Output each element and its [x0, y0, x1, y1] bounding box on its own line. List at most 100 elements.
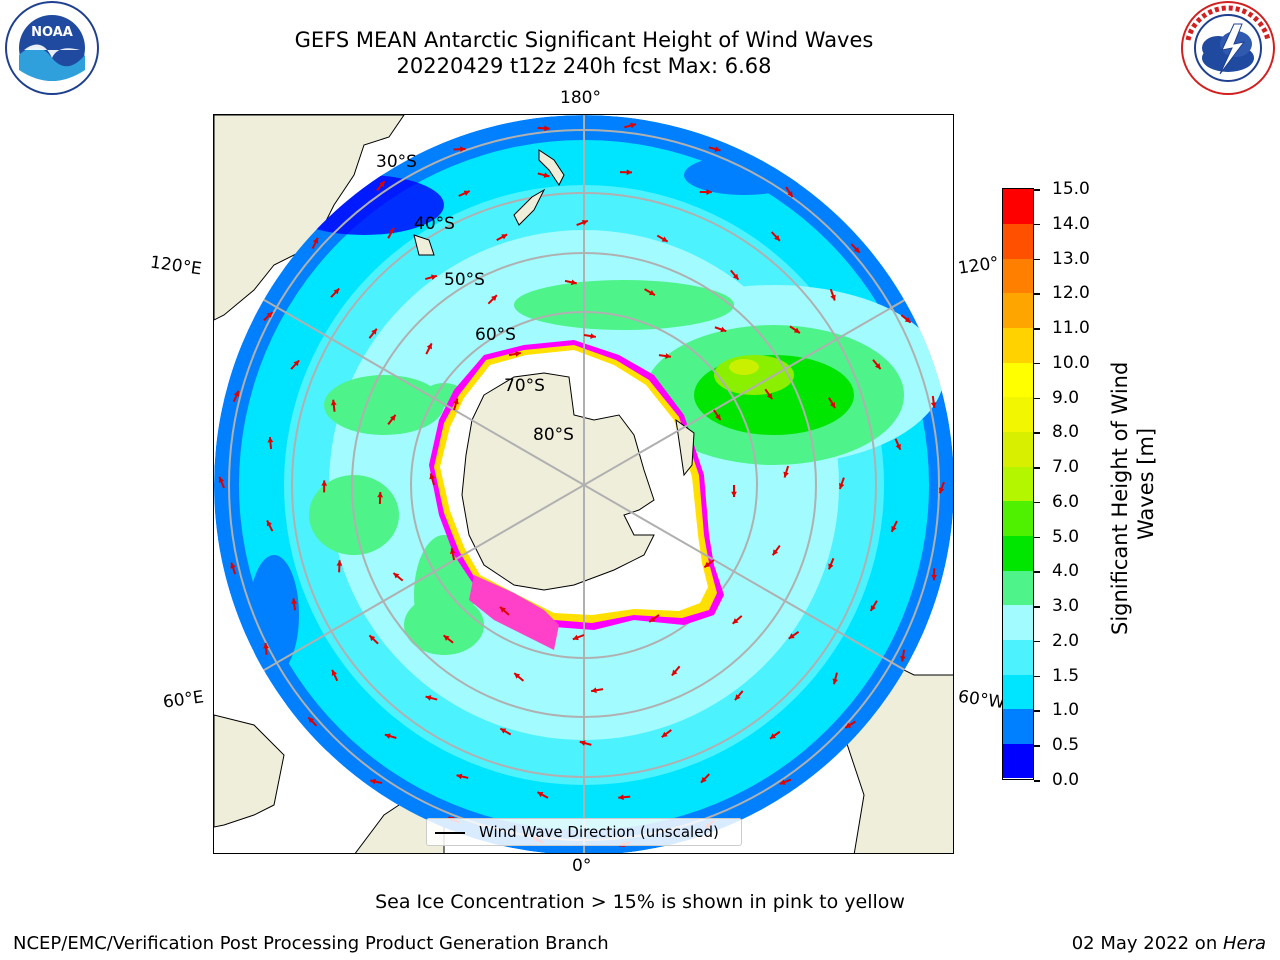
sea-ice-note: Sea Ice Concentration > 15% is shown in … — [375, 891, 905, 913]
lat-label-60s: 60°S — [475, 325, 516, 345]
polar-stereographic-map — [214, 115, 953, 853]
footer-right: 02 May 2022 on Hera — [1072, 933, 1266, 954]
nws-logo — [1178, 0, 1278, 100]
colorbar-band — [1003, 396, 1033, 433]
lon-label-120e: 120°E — [148, 252, 203, 280]
colorbar-band — [1003, 189, 1033, 225]
colorbar-title: Significant Height of Wind Waves [m] — [1105, 330, 1158, 640]
wind-wave-arrowhead — [661, 731, 668, 738]
svg-text:Significant Height of Wind: Significant Height of Wind — [1108, 362, 1132, 635]
wind-wave-arrowhead — [333, 288, 340, 295]
colorbar-tick-label: 5.0 — [1052, 526, 1080, 547]
colorbar-band — [1003, 466, 1033, 502]
colorbar-tick — [1034, 780, 1040, 782]
colorbar-tick-label: 8.0 — [1052, 422, 1080, 443]
wind-wave-arrowhead — [491, 295, 497, 301]
colorbar-tick-label: 0.0 — [1052, 770, 1080, 790]
lat-label-70s: 70°S — [504, 376, 545, 396]
wind-wave-arrowhead — [443, 635, 450, 641]
colorbar-tick-label: 14.0 — [1052, 213, 1090, 234]
lon-label-60e: 60°E — [161, 687, 206, 713]
wind-wave-arrowhead — [426, 343, 432, 350]
wind-wave-arrowhead — [384, 733, 391, 739]
wind-wave-arrowhead — [900, 655, 906, 662]
wind-wave-arrowhead — [456, 773, 463, 780]
wind-wave-arrowhead — [291, 598, 298, 604]
footer-left: NCEP/EMC/Verification Post Processing Pr… — [13, 933, 609, 954]
lat-label-40s: 40°S — [414, 214, 455, 234]
wind-wave-arrowhead — [830, 294, 836, 301]
wind-wave-arrowhead — [649, 616, 656, 622]
colorbar-band — [1003, 535, 1033, 571]
colorbar-tick-label: 3.0 — [1052, 596, 1080, 617]
wind-wave-arrowhead — [665, 353, 671, 359]
map-legend: Wind Wave Direction (unscaled) — [426, 818, 742, 846]
map-title-line2: 20220429 t12z 240h fcst Max: 6.68 — [396, 54, 772, 78]
lon-label-60w: 60°W — [956, 686, 1007, 714]
wind-wave-arrowhead — [370, 778, 376, 785]
wind-wave-arrowhead — [904, 317, 911, 323]
colorbar-tick-label: 13.0 — [1052, 248, 1090, 269]
wind-wave-arrowhead — [388, 227, 395, 234]
wind-wave-arrowhead — [832, 678, 839, 685]
wind-wave-arrowhead — [218, 476, 225, 483]
lon-label-180: 180° — [560, 88, 601, 108]
colorbar-band — [1003, 639, 1033, 675]
wind-wave-arrowhead — [706, 189, 712, 195]
colorbar-tick — [1034, 536, 1040, 539]
colorbar-band — [1003, 258, 1033, 294]
wind-wave-arrowhead — [537, 792, 544, 798]
colorbar-band — [1003, 743, 1033, 779]
svg-text:Waves [m]: Waves [m] — [1134, 428, 1157, 540]
wind-wave-arrowhead — [233, 390, 240, 397]
wind-wave-arrowhead — [266, 520, 273, 527]
wind-wave-arrowhead — [230, 562, 236, 569]
wind-wave-arrowhead — [875, 363, 881, 370]
colorbar-tick — [1034, 397, 1040, 400]
wind-wave-arrowhead — [321, 480, 328, 486]
wind-wave-arrows — [218, 122, 945, 848]
wind-wave-arrowhead — [671, 669, 678, 676]
wind-wave-arrowhead — [648, 290, 655, 296]
wind-wave-arrowhead — [591, 687, 597, 694]
wind-wave-arrowhead — [783, 471, 789, 478]
wind-wave-arrowhead — [543, 172, 550, 178]
noaa-logo: NOAA — [2, 0, 102, 100]
wind-wave-arrowhead — [891, 525, 897, 532]
colorbar-tick — [1034, 362, 1040, 365]
wind-wave-arrowhead — [267, 437, 274, 443]
wind-wave-arrowhead — [772, 549, 779, 556]
colorbar-tick — [1034, 432, 1040, 434]
wind-wave-arrowhead — [389, 414, 396, 421]
wind-wave-arrowhead — [731, 491, 737, 497]
wind-wave-arrowhead — [774, 234, 780, 241]
colorbar-band — [1003, 223, 1033, 259]
lat-label-80s: 80°S — [533, 425, 574, 445]
colorbar-tick-label: 11.0 — [1052, 318, 1090, 339]
colorbar-tick — [1034, 501, 1040, 504]
colorbar-tick-label: 4.0 — [1052, 561, 1080, 582]
wind-wave-arrowhead — [715, 414, 721, 421]
lat-label-30s: 30°S — [376, 152, 417, 172]
wind-wave-arrowhead — [463, 190, 470, 196]
footer-host: Hera — [1222, 933, 1266, 954]
colorbar-tick — [1034, 258, 1040, 261]
colorbar-tick-label: 6.0 — [1052, 491, 1080, 512]
colorbar-tick — [1034, 328, 1040, 330]
wind-wave-arrowhead — [499, 606, 506, 613]
colorbar-band — [1003, 431, 1033, 467]
lat-label-50s: 50°S — [444, 270, 485, 290]
wind-wave-arrowhead — [571, 279, 577, 286]
wind-wave-arrowhead — [853, 247, 860, 253]
wind-wave-arrowhead — [579, 740, 586, 746]
wind-wave-arrowhead — [829, 401, 836, 408]
lon-label-120w: 120° — [956, 253, 1001, 279]
wind-wave-arrowhead — [377, 491, 384, 498]
wind-wave-arrowhead — [870, 605, 876, 612]
wind-wave-arrowhead — [331, 669, 338, 676]
colorbar-band — [1003, 674, 1033, 710]
wind-wave-arrowhead — [838, 483, 845, 489]
wind-wave-arrowhead — [845, 722, 852, 728]
wind-wave-arrowhead — [330, 399, 337, 406]
colorbar-band — [1003, 570, 1033, 606]
